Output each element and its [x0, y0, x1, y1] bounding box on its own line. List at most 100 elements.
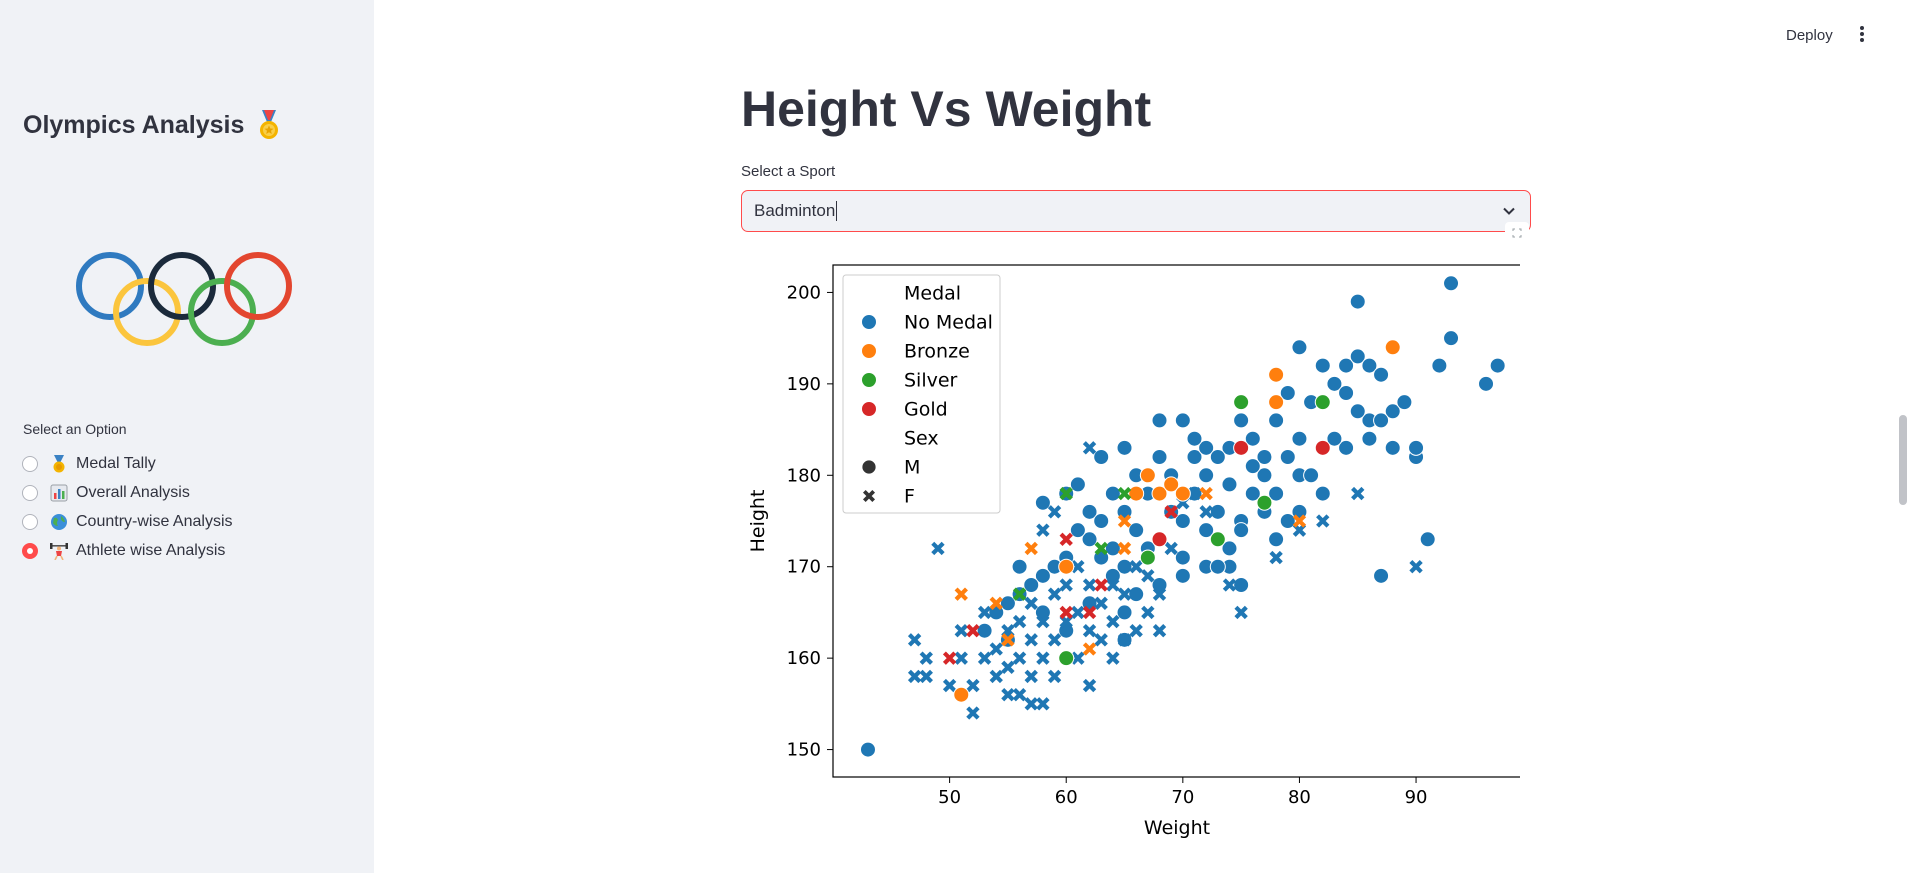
no-medal-female-point	[1082, 441, 1097, 455]
no-medal-male-point	[1349, 293, 1366, 310]
no-medal-male-point	[976, 622, 993, 639]
no-medal-female-point	[1094, 633, 1108, 647]
legend-marker	[861, 314, 877, 330]
bronze-male-point	[1151, 485, 1168, 502]
no-medal-male-point	[1069, 476, 1086, 493]
gold-male-point	[1314, 439, 1331, 456]
no-medal-male-point	[1174, 412, 1191, 429]
bronze-male-point	[1139, 467, 1156, 484]
y-tick-label: 200	[787, 282, 821, 303]
medal-icon	[256, 110, 282, 140]
main-menu-icon[interactable]	[1858, 26, 1866, 46]
no-medal-male-point	[1233, 412, 1250, 429]
radio-button[interactable]	[22, 513, 38, 530]
no-medal-male-point	[1151, 412, 1168, 429]
sidebar-title: Olympics Analysis	[23, 110, 282, 140]
no-medal-female-point	[1024, 697, 1038, 711]
no-medal-female-point	[1047, 669, 1062, 684]
no-medal-male-point	[1069, 522, 1086, 539]
x-tick-label: 90	[1405, 787, 1428, 808]
no-medal-male-point	[1361, 430, 1378, 447]
no-medal-male-point	[1291, 339, 1308, 356]
no-medal-female-point	[977, 605, 992, 620]
no-medal-male-point	[1186, 430, 1203, 447]
no-medal-male-point	[1174, 567, 1191, 584]
legend-marker	[861, 401, 877, 417]
radio-button-selected[interactable]	[22, 542, 38, 559]
no-medal-male-point	[859, 741, 876, 758]
no-medal-female-point	[1071, 605, 1085, 620]
bronze-male-point	[1268, 394, 1285, 411]
gold-female-point	[1094, 578, 1108, 592]
bronze-female-point	[1024, 541, 1038, 556]
no-medal-male-point	[1443, 330, 1460, 347]
no-medal-female-point	[1036, 614, 1050, 629]
no-medal-female-point	[1094, 596, 1108, 610]
no-medal-female-point	[1164, 541, 1178, 556]
deploy-button[interactable]: Deploy	[1786, 27, 1833, 44]
no-medal-male-point	[1338, 385, 1355, 401]
bronze-male-point	[1058, 558, 1075, 575]
sport-select[interactable]: Badminton	[741, 190, 1531, 232]
no-medal-female-point	[1012, 688, 1027, 702]
no-medal-female-point	[989, 642, 1003, 656]
no-medal-male-point	[1023, 577, 1040, 593]
radio-overall-analysis[interactable]: Overall Analysis	[22, 478, 233, 507]
no-medal-male-point	[1093, 449, 1110, 465]
legend-marker	[861, 343, 877, 359]
no-medal-male-point	[1209, 449, 1226, 465]
gold-female-point	[942, 651, 957, 665]
no-medal-female-point	[1012, 651, 1027, 665]
no-medal-female-point	[1141, 605, 1155, 620]
page-scrollbar[interactable]	[1899, 415, 1907, 505]
sidebar: Olympics Analysis Select an Option Medal…	[0, 0, 374, 873]
no-medal-male-point	[1279, 385, 1296, 401]
bronze-female-point	[989, 596, 1003, 610]
no-medal-female-point	[1316, 514, 1330, 528]
no-medal-female-point	[942, 678, 957, 693]
legend-title: Medal	[904, 283, 961, 305]
no-medal-female-point	[1059, 578, 1073, 592]
no-medal-male-point	[1011, 558, 1028, 575]
no-medal-male-point	[1384, 439, 1401, 456]
y-tick-label: 160	[787, 648, 821, 669]
no-medal-male-point	[1198, 467, 1215, 484]
no-medal-female-point	[1187, 486, 1202, 501]
no-medal-female-point	[1047, 505, 1062, 519]
no-medal-female-point	[907, 669, 922, 684]
silver-male-point	[1209, 531, 1226, 548]
radio-country-wise-analysis[interactable]: Country-wise Analysis	[22, 507, 233, 536]
radio-athlete-wise-analysis[interactable]: Athlete wise Analysis	[22, 536, 233, 565]
no-medal-male-point	[1279, 449, 1296, 465]
no-medal-male-point	[1384, 403, 1401, 420]
radio-button[interactable]	[22, 455, 38, 472]
no-medal-female-point	[1082, 624, 1097, 638]
no-medal-male-point	[1104, 540, 1121, 557]
no-medal-male-point	[1373, 366, 1390, 383]
fullscreen-button[interactable]	[1505, 222, 1529, 244]
no-medal-male-point	[1478, 375, 1495, 392]
no-medal-female-point	[1152, 624, 1167, 638]
no-medal-female-point	[1082, 678, 1097, 693]
radio-button[interactable]	[22, 484, 38, 501]
fullscreen-icon	[1512, 228, 1522, 238]
no-medal-male-point	[1186, 449, 1203, 465]
radio-label: Medal Tally	[76, 454, 156, 472]
no-medal-male-point	[1443, 275, 1460, 292]
no-medal-male-point	[1174, 549, 1191, 566]
no-medal-male-point	[1396, 394, 1413, 411]
no-medal-male-point	[1104, 485, 1121, 502]
no-medal-female-point	[954, 651, 968, 665]
bronze-female-point	[1082, 642, 1097, 656]
no-medal-male-point	[1373, 412, 1390, 429]
no-medal-male-point	[1268, 412, 1285, 429]
legend-entry: No Medal	[904, 312, 993, 334]
no-medal-female-point	[919, 669, 933, 684]
no-medal-male-point	[1093, 513, 1110, 529]
silver-female-point	[1094, 541, 1108, 556]
bronze-male-point	[1128, 485, 1145, 502]
no-medal-male-point	[1326, 375, 1343, 392]
no-medal-male-point	[1279, 513, 1296, 529]
radio-medal-tally[interactable]: Medal Tally	[22, 449, 233, 478]
no-medal-male-point	[1349, 403, 1366, 420]
